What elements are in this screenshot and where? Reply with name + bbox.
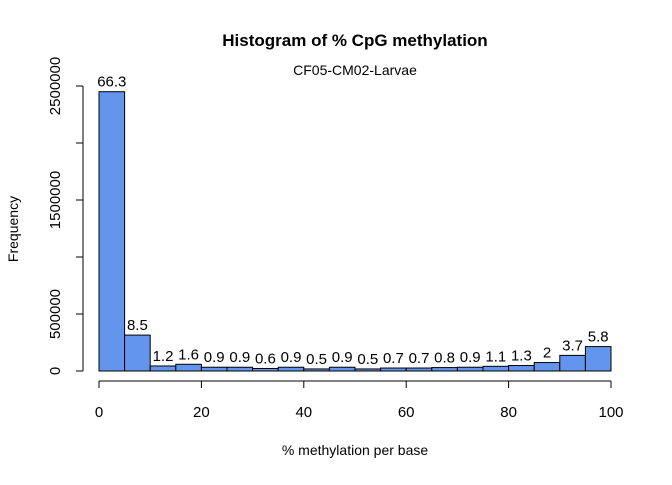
bar-value-label: 1.2 (153, 348, 174, 365)
bar-value-label: 1.3 (511, 348, 532, 365)
histogram-bar (149, 365, 177, 372)
histogram-bar (508, 365, 535, 372)
histogram-bar (303, 368, 330, 372)
histogram-bar (380, 367, 407, 372)
x-tick-label: 0 (95, 404, 103, 421)
x-axis-label: % methylation per base (282, 442, 429, 458)
x-tick-label: 40 (295, 404, 312, 421)
y-tick-label: 0 (47, 367, 64, 375)
histogram-bar (559, 354, 586, 372)
bar-value-label: 8.5 (127, 317, 148, 334)
bar-value-label: 0.9 (229, 349, 250, 366)
histogram-bar (328, 366, 356, 372)
bar-value-label: 0.5 (357, 351, 378, 368)
y-tick-label: 500000 (47, 289, 64, 339)
chart-subtitle: CF05-CM02-Larvae (293, 62, 417, 78)
histogram-bar (482, 365, 510, 372)
bar-value-label: 2 (543, 345, 551, 362)
y-tick-label: 2500000 (47, 57, 64, 115)
histogram-bar (124, 334, 151, 372)
bar-value-label: 0.9 (332, 349, 353, 366)
histogram-bar (354, 368, 382, 372)
y-axis-label: Frequency (5, 196, 21, 262)
histogram-bar (431, 367, 458, 372)
bar-labels-layer: 66.38.51.2 1.6 0.9 0.9 0.6 0.9 0.5 0.9 0.5 0.7 0.7… (97, 74, 608, 368)
bar-value-label: 0.9 (281, 349, 302, 366)
bar-value-label: 3.7 (562, 337, 583, 354)
histogram-bar (533, 362, 561, 372)
histogram-bar (252, 367, 279, 372)
y-axis: 0 500000 1500000 2500000 (47, 57, 84, 375)
bar-value-label: 0.7 (409, 350, 430, 367)
bar-value-label: 1.6 (178, 346, 199, 363)
bar-value-label: 5.8 (588, 329, 609, 346)
histogram-bar (175, 363, 202, 372)
histogram-bar (98, 91, 126, 372)
histogram-bar (200, 366, 228, 372)
bar-value-label: 0.5 (306, 351, 327, 368)
bar-value-label: 66.3 (97, 74, 126, 91)
x-tick-label: 20 (193, 404, 210, 421)
bar-value-label: 0.6 (255, 350, 276, 367)
bar-value-label: 0.8 (434, 350, 455, 367)
histogram-bar (456, 366, 484, 372)
x-tick-label: 80 (500, 404, 517, 421)
chart-title: Histogram of % CpG methylation (222, 31, 487, 50)
bar-value-label: 1.1 (485, 348, 506, 365)
bars-layer (98, 91, 612, 372)
histogram-bar (277, 366, 305, 372)
y-tick-label: 1500000 (47, 171, 64, 229)
x-tick-label: 100 (598, 404, 623, 421)
bar-value-label: 0.9 (460, 349, 481, 366)
histogram-bar (405, 367, 433, 372)
histogram-bar (226, 366, 254, 372)
x-tick-label: 60 (398, 404, 415, 421)
x-axis: 0 20 40 60 80 100 (95, 380, 624, 421)
bar-value-label: 0.9 (204, 349, 225, 366)
bar-value-label: 0.7 (383, 350, 404, 367)
histogram-bar (584, 346, 612, 372)
